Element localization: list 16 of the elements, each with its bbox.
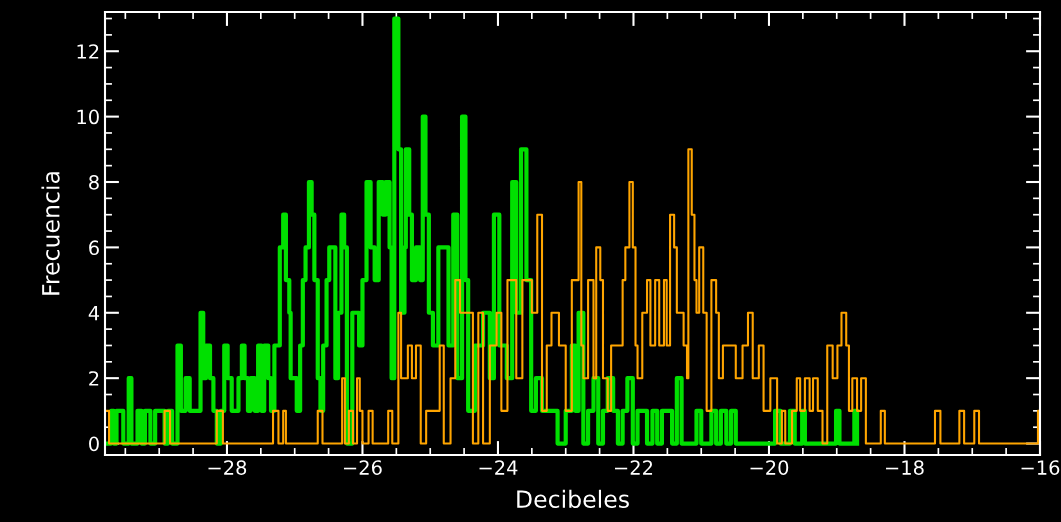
y-tick-label: 4: [88, 305, 100, 321]
x-tick-label: −16: [1021, 460, 1060, 475]
x-tick-label: −18: [886, 460, 924, 475]
y-tick-label: 8: [89, 174, 99, 190]
x-tick-label: −28: [208, 460, 247, 475]
x-axis-title: Decibeles: [517, 489, 629, 509]
y-tick-label: 2: [89, 371, 99, 386]
x-tick-label: −20: [750, 460, 789, 475]
x-tick-label: −24: [479, 460, 518, 475]
y-tick-label: 0: [89, 436, 99, 452]
y-tick-label: 12: [77, 44, 99, 59]
y-axis-title: Frecuencia: [41, 172, 60, 295]
x-tick-label: −26: [344, 460, 382, 475]
y-tick-label: 10: [77, 109, 99, 125]
x-tick-label: −22: [615, 460, 653, 475]
y-tick-label: 6: [89, 240, 99, 256]
